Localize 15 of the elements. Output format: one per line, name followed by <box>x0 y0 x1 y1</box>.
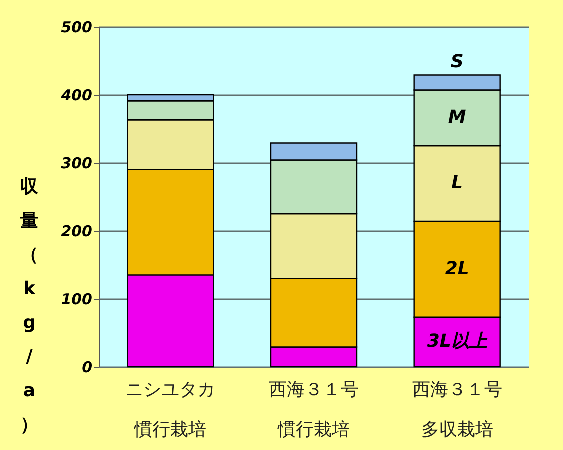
series-label: S <box>450 51 464 72</box>
y-axis-title: 収量（kg/a） <box>20 176 40 436</box>
y-tick-label: 100 <box>61 290 92 308</box>
y-tick-label: 300 <box>61 154 92 172</box>
x-tick-label: ニシユタカ慣行栽培 <box>126 380 216 440</box>
series-label: 2L <box>445 258 470 280</box>
series-label: L <box>452 172 464 194</box>
y-tick-label: 200 <box>61 222 92 240</box>
x-tick-label: 西海３１号慣行栽培 <box>269 380 359 440</box>
y-tick-label: 0 <box>82 358 92 376</box>
series-label: 3L以上 <box>427 331 488 352</box>
y-tick-label: 500 <box>61 18 92 36</box>
series-label: M <box>448 107 466 128</box>
x-tick-label: 西海３１号多収栽培 <box>412 380 502 440</box>
y-tick-label: 400 <box>60 86 92 104</box>
